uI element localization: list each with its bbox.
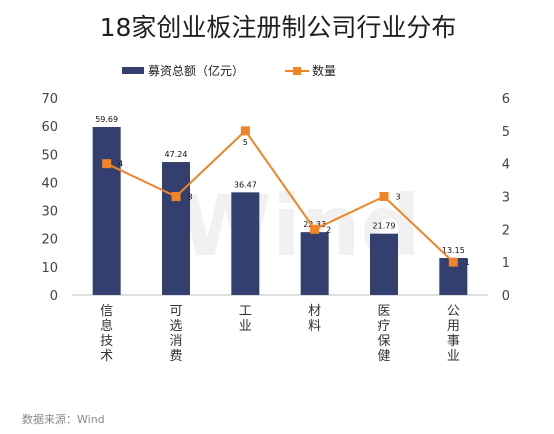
category-label: 工业 <box>239 304 252 334</box>
line-marker <box>448 257 458 267</box>
legend-bar-label: 募资总额（亿元） <box>148 63 244 78</box>
bar-value-label: 13.15 <box>442 246 465 255</box>
category-label: 信息技术 <box>100 304 113 364</box>
line-marker <box>240 126 250 136</box>
bar-value-labels: 59.69 47.24 36.47 22.33 21.79 13.15 <box>95 115 465 255</box>
legend-bar-swatch <box>122 67 144 74</box>
bar <box>231 192 260 295</box>
left-tick-label: 50 <box>41 148 58 163</box>
right-tick-label: 0 <box>502 289 510 304</box>
bar-value-label: 22.33 <box>303 220 326 229</box>
category-label: 医疗保健 <box>377 304 390 364</box>
bar <box>92 127 121 295</box>
right-tick-label: 5 <box>502 125 510 140</box>
right-tick-label: 3 <box>502 191 510 206</box>
category-labels: 信息技术 可选消费 工业 材料 医疗保健 公用事业 <box>100 304 460 364</box>
bar-value-label: 21.79 <box>373 222 396 231</box>
line-marker <box>379 192 389 201</box>
category-label: 可选消费 <box>169 304 182 364</box>
chart-title: 18家创业板注册制公司行业分布 <box>100 13 457 42</box>
bar <box>300 232 329 295</box>
bar-value-label: 47.24 <box>165 150 188 159</box>
left-axis-ticks: 0 10 20 30 40 50 60 70 <box>41 92 58 304</box>
bar <box>162 162 190 295</box>
left-tick-label: 60 <box>41 120 58 135</box>
source-note: 数据来源：Wind <box>22 412 105 426</box>
line-value-label: 3 <box>395 193 400 202</box>
left-tick-label: 30 <box>41 205 58 220</box>
right-tick-label: 1 <box>502 256 510 271</box>
count-markers <box>102 126 458 267</box>
line-value-label: 2 <box>326 225 331 234</box>
bar-series <box>92 127 468 295</box>
line-value-label: 5 <box>243 138 248 147</box>
category-label: 材料 <box>308 304 321 334</box>
left-tick-label: 10 <box>41 261 58 276</box>
left-tick-label: 40 <box>41 176 58 191</box>
bar-value-label: 36.47 <box>234 180 257 189</box>
category-label: 公用事业 <box>447 304 460 364</box>
line-value-label: 4 <box>118 160 123 169</box>
left-tick-label: 0 <box>50 289 58 304</box>
legend-line-marker <box>293 67 301 75</box>
bar <box>370 233 398 295</box>
count-value-labels: 4 3 5 2 3 1 <box>118 138 470 267</box>
line-marker <box>171 192 181 201</box>
right-tick-label: 2 <box>502 223 510 238</box>
right-tick-label: 6 <box>502 92 510 107</box>
line-marker <box>310 224 320 234</box>
bar-value-label: 59.69 <box>95 115 118 124</box>
right-tick-label: 4 <box>502 158 510 173</box>
count-line <box>106 129 455 263</box>
left-tick-label: 20 <box>41 233 58 248</box>
left-tick-label: 70 <box>41 92 58 107</box>
right-axis-ticks: 0 1 2 3 4 5 6 <box>502 92 510 304</box>
legend: 募资总额（亿元） 数量 <box>122 63 336 78</box>
legend-line-label: 数量 <box>312 63 336 78</box>
line-value-label: 3 <box>187 193 192 202</box>
line-marker <box>102 159 112 169</box>
line-value-label: 1 <box>465 258 470 267</box>
